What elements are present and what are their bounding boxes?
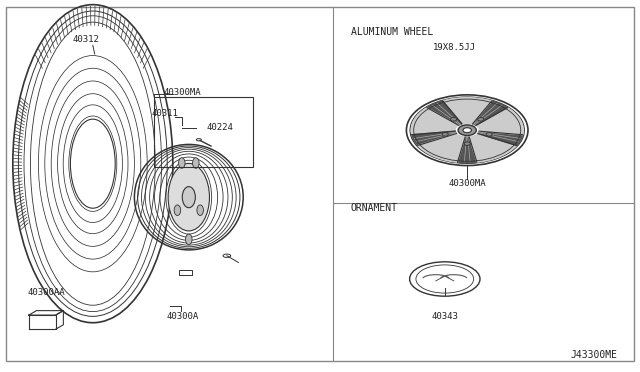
- Text: 40300AA: 40300AA: [28, 288, 65, 296]
- Ellipse shape: [186, 234, 192, 245]
- Ellipse shape: [451, 118, 457, 121]
- Polygon shape: [469, 134, 516, 162]
- Ellipse shape: [179, 158, 185, 168]
- Ellipse shape: [477, 118, 484, 121]
- Text: 40312: 40312: [73, 35, 100, 44]
- Text: 40343: 40343: [431, 312, 458, 321]
- Ellipse shape: [174, 205, 180, 215]
- Ellipse shape: [458, 125, 476, 135]
- Ellipse shape: [442, 132, 448, 136]
- Ellipse shape: [416, 265, 474, 293]
- Text: 40300MA: 40300MA: [164, 88, 201, 97]
- Text: ORNAMENT: ORNAMENT: [351, 203, 397, 213]
- Text: ALUMINUM WHEEL: ALUMINUM WHEEL: [351, 27, 433, 36]
- Polygon shape: [476, 108, 523, 135]
- Ellipse shape: [486, 132, 492, 136]
- Text: 40300MA: 40300MA: [449, 179, 486, 187]
- Text: 19X8.5JJ: 19X8.5JJ: [433, 43, 476, 52]
- Polygon shape: [418, 134, 465, 162]
- Ellipse shape: [182, 187, 195, 208]
- Polygon shape: [478, 131, 523, 145]
- Bar: [154, 97, 253, 167]
- Polygon shape: [458, 137, 477, 163]
- Polygon shape: [443, 98, 492, 124]
- Polygon shape: [412, 108, 458, 135]
- Ellipse shape: [168, 163, 209, 231]
- Polygon shape: [472, 101, 508, 125]
- Ellipse shape: [70, 119, 115, 208]
- Text: 40300A: 40300A: [166, 312, 198, 321]
- Text: 40311: 40311: [152, 109, 179, 118]
- Ellipse shape: [193, 158, 199, 168]
- Ellipse shape: [197, 205, 204, 215]
- Polygon shape: [412, 131, 456, 145]
- Ellipse shape: [464, 142, 470, 145]
- Polygon shape: [427, 101, 462, 125]
- Ellipse shape: [410, 262, 480, 296]
- Bar: [179, 270, 192, 275]
- Text: 40224: 40224: [206, 123, 233, 132]
- Ellipse shape: [463, 128, 472, 133]
- Text: J43300ME: J43300ME: [571, 350, 618, 360]
